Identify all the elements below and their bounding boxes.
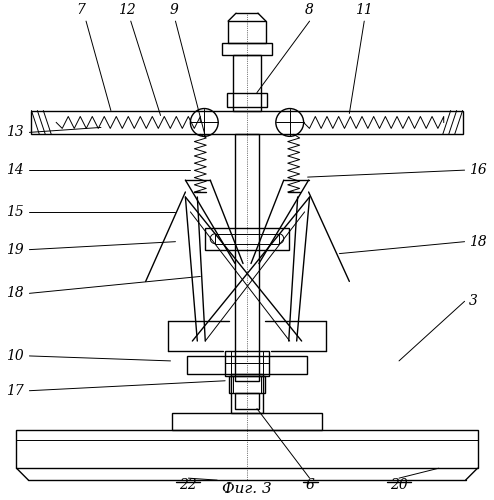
Bar [206,228,288,250]
Text: 22: 22 [179,478,197,492]
Text: 19: 19 [6,242,23,256]
Bar [187,356,307,374]
Bar [231,374,263,412]
Bar [32,110,462,134]
Bar [235,392,259,408]
Bar [228,21,266,43]
Text: 11: 11 [355,3,373,17]
Bar [16,430,478,468]
Text: 18: 18 [469,234,486,248]
Text: 17: 17 [6,384,23,398]
Text: 3: 3 [469,294,477,308]
Text: 13: 13 [6,126,23,140]
Text: 20: 20 [390,478,408,492]
Text: 16: 16 [469,163,486,177]
Bar [225,351,269,376]
Text: 18: 18 [6,286,23,300]
Bar [222,43,272,55]
Bar [235,134,259,381]
Text: 6: 6 [305,478,314,492]
Text: 12: 12 [118,3,136,17]
Text: 14: 14 [6,163,23,177]
Bar [215,234,279,243]
Text: 8: 8 [305,3,314,17]
Text: 15: 15 [6,205,23,219]
Bar [172,412,322,430]
Bar [229,376,265,392]
Text: Фиг. 3: Фиг. 3 [222,482,272,496]
Bar [233,55,261,110]
Text: 7: 7 [77,3,85,17]
Text: 10: 10 [6,349,23,363]
Bar [227,92,267,106]
Text: 9: 9 [169,3,178,17]
